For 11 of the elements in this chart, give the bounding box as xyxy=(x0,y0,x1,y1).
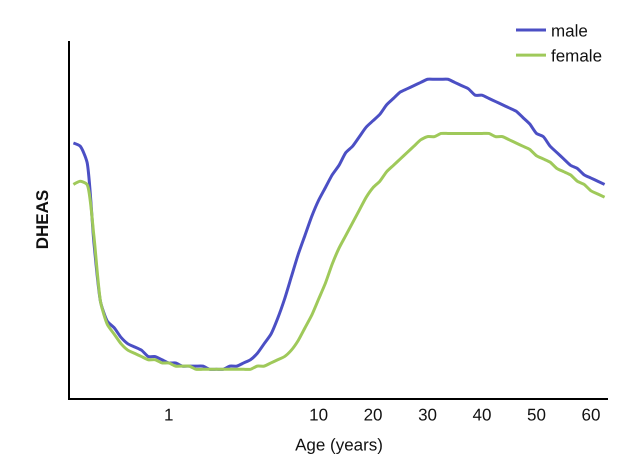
x-axis-title: Age (years) xyxy=(295,435,383,454)
x-tick-label: 10 xyxy=(309,405,328,424)
x-tick-label: 50 xyxy=(527,405,546,424)
legend-label: male xyxy=(551,22,588,41)
x-tick-label: 20 xyxy=(364,405,383,424)
y-axis-title: DHEAS xyxy=(33,190,52,250)
x-tick-label: 1 xyxy=(164,405,174,424)
x-tick-label: 60 xyxy=(582,405,600,424)
x-tick-label: 40 xyxy=(472,405,492,424)
legend-label: female xyxy=(551,46,602,66)
x-tick-label: 30 xyxy=(418,405,437,424)
